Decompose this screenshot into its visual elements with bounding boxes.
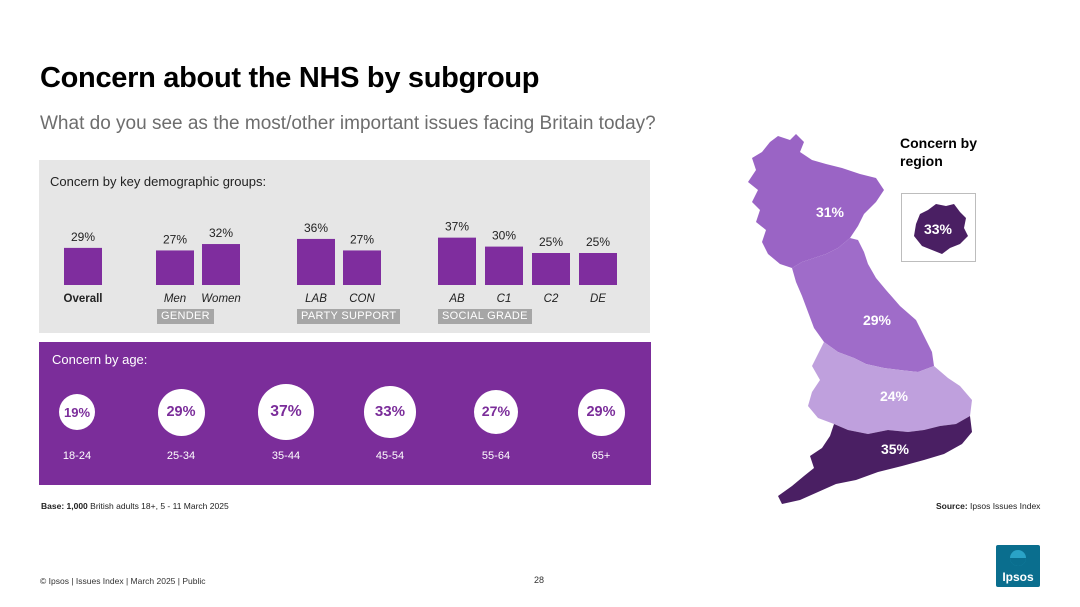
bar-category-label: Men [164,293,186,305]
region-value-scotland: 31% [816,204,845,220]
bar-category-label: DE [590,293,606,305]
group-tag-party-support: PARTY SUPPORT [297,309,401,324]
region-south [778,416,972,504]
age-heading: Concern by age: [52,352,148,367]
age-group-item: 27% [473,389,519,435]
bar-value-label: 32% [209,226,233,240]
source-note: Source: Ipsos Issues Index [936,501,1040,511]
london-inset: 33% [901,193,976,262]
bar-value-label: 27% [350,232,374,246]
group-tag-gender: GENDER [157,309,214,324]
bar-men [156,250,194,285]
age-group-item: 19% [59,394,95,430]
region-value-midlands-wales: 24% [880,388,909,404]
age-value-circle: 37% [258,384,314,440]
age-value-circle: 33% [364,386,416,438]
london-map: 33% [914,204,968,254]
ipsos-logo-text: Ipsos [1002,570,1034,584]
bar-value-label: 25% [539,235,563,249]
age-group-label: 45-54 [375,450,405,462]
age-value-circle: 19% [59,394,95,430]
ipsos-logo: Ipsos [996,545,1040,587]
footer-text: © Ipsos | Issues Index | March 2025 | Pu… [40,576,206,586]
bar-c1 [485,246,523,285]
age-group-label: 55-64 [481,450,511,462]
age-group-label: 25-34 [166,450,196,462]
age-group-item: 33% [364,386,416,438]
age-group-label: 65+ [591,450,611,462]
age-group-item: 29% [577,388,625,436]
bar-lab [297,238,335,285]
bar-category-label: AB [448,293,465,305]
page-subtitle: What do you see as the most/other import… [40,113,656,134]
bar-value-label: 37% [445,220,469,234]
bar-category-label: CON [349,293,375,305]
bar-value-label: 36% [304,221,328,235]
demographics-heading: Concern by key demographic groups: [50,174,267,189]
age-panel: Concern by age: 19% 18-24 29% 25-34 37% 35-44… [39,342,651,485]
bar-category-label: Women [201,293,241,305]
region-value-london: 33% [924,221,953,237]
ipsos-logo-mark [1010,550,1026,566]
base-note-bold: Base: 1,000 [41,501,88,511]
map-heading: Concern by region [900,135,978,169]
page-number: 28 [534,575,545,585]
uk-region-map: 31% 29% 24% 35% [748,134,972,504]
region-scotland [748,134,884,268]
bar-c2 [532,253,570,285]
region-midlands-wales [808,342,972,434]
bar-women [202,244,240,285]
age-group-label: 35-44 [271,450,301,462]
base-note: Base: 1,000 British adults 18+, 5 - 11 M… [41,501,229,511]
bar-category-label: Overall [64,293,103,305]
region-value-south: 35% [881,441,910,457]
region-london [914,204,968,254]
bar-category-label: C2 [544,293,559,305]
region-value-north: 29% [863,312,892,328]
region-north [792,238,934,372]
bar-ab [438,237,476,285]
source-note-text: Ipsos Issues Index [967,501,1041,511]
bar-value-label: 25% [586,235,610,249]
demographics-panel: 29% Overall 27% Men 32% Women 36% LAB 27% CON 37% A… [39,160,650,333]
base-note-text: British adults 18+, 5 - 11 March 2025 [87,501,229,511]
age-value-circle: 29% [157,388,205,436]
bar-category-label: LAB [305,293,327,305]
demographics-bar-chart: 29% Overall 27% Men 32% Women 36% LAB 27% CON 37% A… [64,220,617,305]
bar-category-label: C1 [497,293,512,305]
bar-overall [64,247,102,285]
age-group-item: 37% [258,384,314,440]
bar-con [343,250,381,285]
bar-value-label: 27% [163,232,187,246]
bar-value-label: 30% [492,229,516,243]
age-group-label: 18-24 [62,450,92,462]
bar-value-label: 29% [71,230,95,244]
page-title: Concern about the NHS by subgroup [40,62,540,94]
bar-de [579,253,617,285]
group-tag-social-grade: SOCIAL GRADE [438,309,532,324]
age-value-circle: 27% [473,389,519,435]
age-value-circle: 29% [577,388,625,436]
age-group-item: 29% [157,388,205,436]
source-note-bold: Source: [936,501,968,511]
